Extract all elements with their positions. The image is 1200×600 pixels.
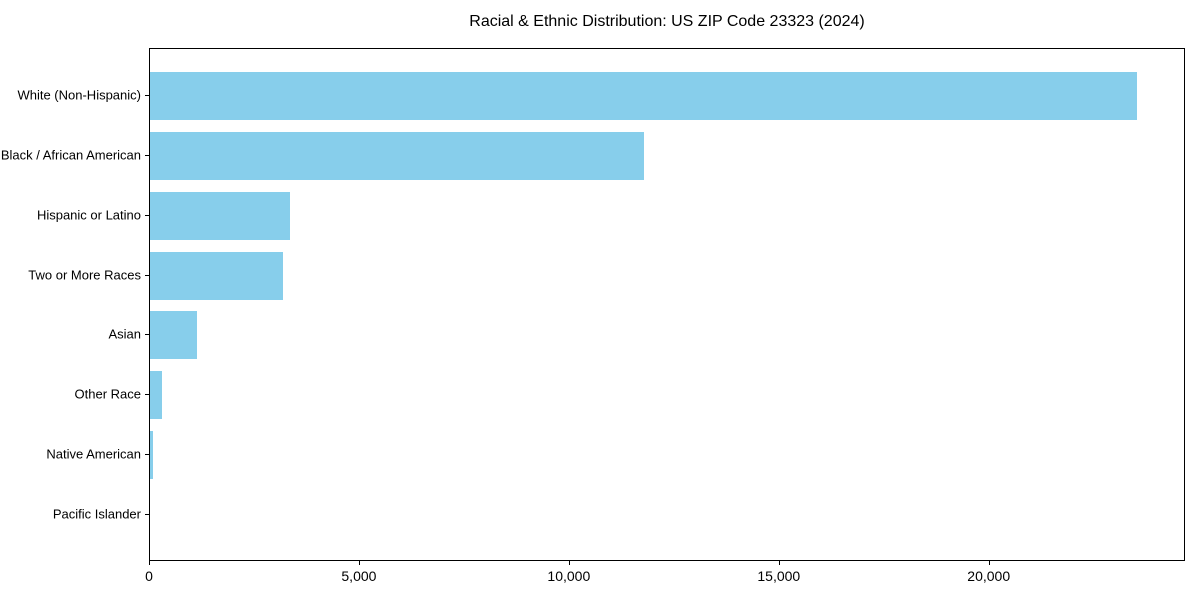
bar-asian (150, 311, 197, 360)
y-tick-mark (145, 95, 149, 97)
bar-native-american (150, 431, 153, 479)
x-tick-label-5-000: 5,000 (341, 568, 377, 584)
chart-title: Racial & Ethnic Distribution: US ZIP Cod… (469, 13, 865, 30)
bar-two-or-more-races (150, 251, 283, 300)
x-tick-label-20-000: 20,000 (967, 568, 1011, 584)
bar-hispanic-or-latino (150, 191, 290, 240)
y-tick-mark (145, 155, 149, 157)
y-tick-mark (145, 334, 149, 336)
y-tick-mark (145, 513, 149, 515)
bar-other-race (150, 371, 162, 420)
bar-white-non-hispanic (150, 72, 1137, 121)
y-tick-label-pacific-islander: Pacific Islander (52, 506, 141, 522)
y-tick-mark (145, 453, 149, 455)
y-tick-label-hispanic-or-latino: Hispanic or Latino (36, 207, 141, 223)
x-tick-mark (149, 561, 150, 565)
y-tick-label-native-american: Native American (46, 446, 141, 462)
x-tick-mark (358, 561, 360, 565)
y-tick-label-two-or-more-races: Two or More Races (28, 267, 141, 283)
x-tick-label-10-000: 10,000 (547, 568, 591, 584)
x-tick-mark (988, 561, 990, 565)
bar-black-african-american (150, 132, 644, 180)
y-tick-mark (145, 274, 149, 276)
x-tick-mark (568, 561, 570, 565)
y-tick-label-white-non-hispanic: White (Non-Hispanic) (17, 87, 141, 103)
plot-area (149, 48, 1185, 561)
y-tick-label-black-african-american: Black / African American (0, 147, 141, 163)
y-tick-mark (145, 394, 149, 396)
x-tick-label-15-000: 15,000 (757, 568, 801, 584)
x-tick-label-0: 0 (145, 568, 153, 584)
y-tick-label-other-race: Other Race (74, 386, 141, 402)
y-tick-label-asian: Asian (108, 326, 141, 342)
y-tick-mark (145, 214, 149, 216)
x-tick-mark (778, 561, 780, 565)
